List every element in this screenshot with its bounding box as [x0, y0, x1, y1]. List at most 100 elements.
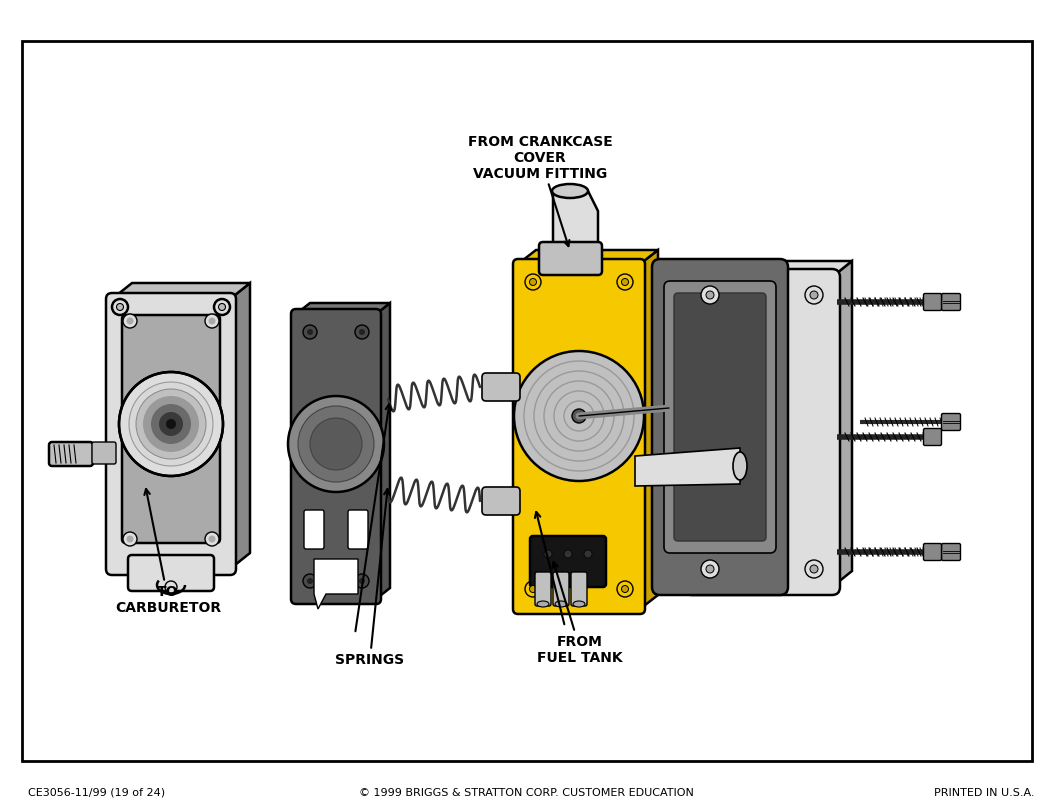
Circle shape [526, 581, 541, 597]
Circle shape [621, 279, 628, 286]
Polygon shape [832, 262, 852, 587]
Ellipse shape [537, 601, 549, 607]
Circle shape [810, 565, 818, 573]
Text: CE3056-11/99 (19 of 24): CE3056-11/99 (19 of 24) [28, 787, 165, 797]
Circle shape [136, 389, 206, 460]
FancyBboxPatch shape [942, 544, 961, 561]
Ellipse shape [555, 601, 566, 607]
Circle shape [307, 329, 313, 336]
Text: FROM
FUEL TANK: FROM FUEL TANK [537, 562, 623, 664]
FancyBboxPatch shape [122, 315, 220, 543]
Circle shape [514, 351, 644, 482]
FancyBboxPatch shape [92, 443, 116, 465]
Circle shape [310, 418, 362, 470]
FancyBboxPatch shape [482, 374, 520, 401]
FancyBboxPatch shape [539, 242, 602, 276]
FancyBboxPatch shape [652, 260, 788, 595]
FancyBboxPatch shape [291, 310, 382, 604]
FancyBboxPatch shape [304, 510, 324, 549]
Circle shape [165, 581, 177, 594]
Text: SPRINGS: SPRINGS [335, 490, 405, 666]
Polygon shape [314, 560, 358, 609]
Circle shape [117, 304, 124, 311]
Text: PRINTED IN U.S.A.: PRINTED IN U.S.A. [934, 787, 1035, 797]
FancyBboxPatch shape [482, 487, 520, 515]
FancyBboxPatch shape [530, 536, 606, 587]
Circle shape [166, 419, 176, 430]
Circle shape [205, 532, 219, 547]
Ellipse shape [552, 185, 588, 199]
FancyBboxPatch shape [924, 429, 942, 446]
Circle shape [530, 586, 536, 593]
Circle shape [621, 586, 628, 593]
Circle shape [572, 410, 586, 423]
Circle shape [701, 560, 719, 578]
Text: TO
CARBURETOR: TO CARBURETOR [115, 489, 221, 615]
Circle shape [214, 299, 230, 315]
Circle shape [123, 532, 137, 547]
Circle shape [298, 406, 374, 483]
Circle shape [129, 383, 213, 466]
Circle shape [303, 325, 317, 340]
FancyBboxPatch shape [942, 414, 961, 431]
FancyBboxPatch shape [535, 573, 551, 607]
Polygon shape [692, 262, 852, 277]
FancyBboxPatch shape [924, 544, 942, 561]
Polygon shape [635, 448, 740, 487]
Polygon shape [640, 251, 658, 609]
Circle shape [205, 315, 219, 328]
Circle shape [805, 286, 823, 305]
Circle shape [706, 565, 714, 573]
FancyBboxPatch shape [571, 573, 588, 607]
FancyBboxPatch shape [684, 270, 840, 595]
Polygon shape [518, 251, 658, 264]
Circle shape [617, 581, 633, 597]
Circle shape [359, 329, 365, 336]
Circle shape [208, 536, 215, 543]
Circle shape [112, 299, 128, 315]
Circle shape [123, 315, 137, 328]
FancyBboxPatch shape [348, 510, 368, 549]
Circle shape [544, 551, 552, 558]
FancyBboxPatch shape [664, 281, 776, 553]
FancyBboxPatch shape [674, 294, 766, 541]
Circle shape [159, 413, 183, 436]
FancyBboxPatch shape [924, 294, 942, 311]
Circle shape [151, 405, 191, 444]
Polygon shape [376, 303, 390, 599]
Circle shape [288, 397, 384, 492]
FancyBboxPatch shape [513, 260, 645, 614]
Text: FROM CRANKCASE
COVER
VACUUM FITTING: FROM CRANKCASE COVER VACUUM FITTING [468, 135, 613, 247]
FancyBboxPatch shape [128, 556, 214, 591]
Circle shape [307, 578, 313, 584]
Circle shape [810, 292, 818, 299]
Circle shape [143, 397, 199, 453]
Ellipse shape [733, 453, 747, 480]
Polygon shape [230, 284, 250, 569]
Circle shape [126, 536, 133, 543]
Polygon shape [553, 191, 598, 247]
Text: © 1999 BRIGGS & STRATTON CORP. CUSTOMER EDUCATION: © 1999 BRIGGS & STRATTON CORP. CUSTOMER … [358, 787, 694, 797]
Circle shape [355, 574, 369, 588]
Circle shape [564, 551, 572, 558]
Circle shape [355, 325, 369, 340]
Circle shape [303, 574, 317, 588]
FancyBboxPatch shape [49, 443, 92, 466]
Ellipse shape [573, 601, 585, 607]
Circle shape [530, 279, 536, 286]
Circle shape [126, 318, 133, 325]
Polygon shape [112, 284, 250, 299]
Circle shape [617, 275, 633, 290]
Circle shape [584, 551, 592, 558]
Circle shape [208, 318, 215, 325]
Polygon shape [296, 303, 390, 315]
FancyBboxPatch shape [942, 294, 961, 311]
Circle shape [706, 292, 714, 299]
Circle shape [119, 372, 223, 476]
Circle shape [805, 560, 823, 578]
FancyBboxPatch shape [553, 573, 569, 607]
Circle shape [359, 578, 365, 584]
Bar [22, 42, 1032, 761]
Circle shape [701, 286, 719, 305]
Circle shape [219, 304, 226, 311]
